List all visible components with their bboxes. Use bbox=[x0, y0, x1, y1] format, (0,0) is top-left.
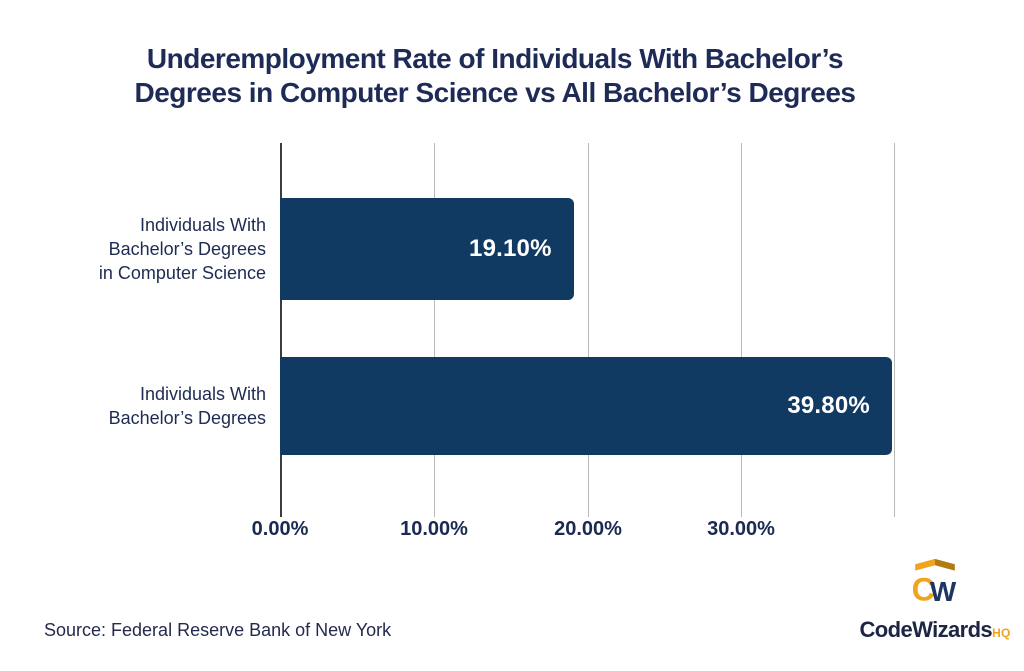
logo-suffix-text: HQ bbox=[992, 626, 1011, 640]
codewizardshq-logo: C W CodeWizards HQ bbox=[855, 556, 1015, 643]
source-attribution: Source: Federal Reserve Bank of New York bbox=[44, 620, 392, 640]
gridline-0-percent bbox=[280, 143, 282, 517]
category-label-all-degrees: Individuals With Bachelor’s Degrees bbox=[0, 382, 266, 430]
gridline-10-percent bbox=[433, 143, 435, 517]
gridline-20-percent bbox=[587, 143, 589, 517]
chart-title: Underemployment Rate of Individuals With… bbox=[0, 42, 990, 110]
plot-area: 19.10% 39.80% bbox=[280, 143, 895, 517]
category-label-line: Individuals With bbox=[139, 215, 266, 235]
gridline-40-percent bbox=[894, 143, 895, 517]
codewizards-shield-icon: C W bbox=[912, 558, 957, 607]
bar-all-degrees: 39.80% bbox=[280, 357, 892, 455]
x-axis-tick-30: 30.00% bbox=[707, 518, 775, 540]
chart-title-line-2: Degrees in Computer Science vs All Bache… bbox=[134, 77, 856, 108]
x-axis-tick-0: 0.00% bbox=[251, 518, 309, 540]
x-axis-tick-10: 10.00% bbox=[400, 518, 468, 540]
chart-title-line-1: Underemployment Rate of Individuals With… bbox=[146, 43, 844, 74]
category-label-line: Individuals With bbox=[139, 384, 266, 404]
logo-wordmark: CodeWizards HQ bbox=[860, 617, 1011, 643]
category-label-cs-degrees: Individuals With Bachelor’s Degrees in C… bbox=[0, 213, 266, 285]
category-label-line: Bachelor’s Degrees bbox=[108, 408, 266, 428]
category-label-line: Bachelor’s Degrees bbox=[108, 239, 266, 259]
bar-value-label: 19.10% bbox=[469, 235, 552, 262]
x-axis-tick-20: 20.00% bbox=[554, 518, 622, 540]
monogram-c: C bbox=[912, 571, 935, 607]
bar-value-label: 39.80% bbox=[787, 392, 870, 419]
logo-brand-text: CodeWizards bbox=[859, 617, 993, 642]
bar-cs-degrees: 19.10% bbox=[280, 198, 574, 300]
monogram-w: W bbox=[930, 576, 957, 607]
category-label-line: in Computer Science bbox=[98, 263, 266, 283]
gridline-30-percent bbox=[741, 143, 743, 517]
